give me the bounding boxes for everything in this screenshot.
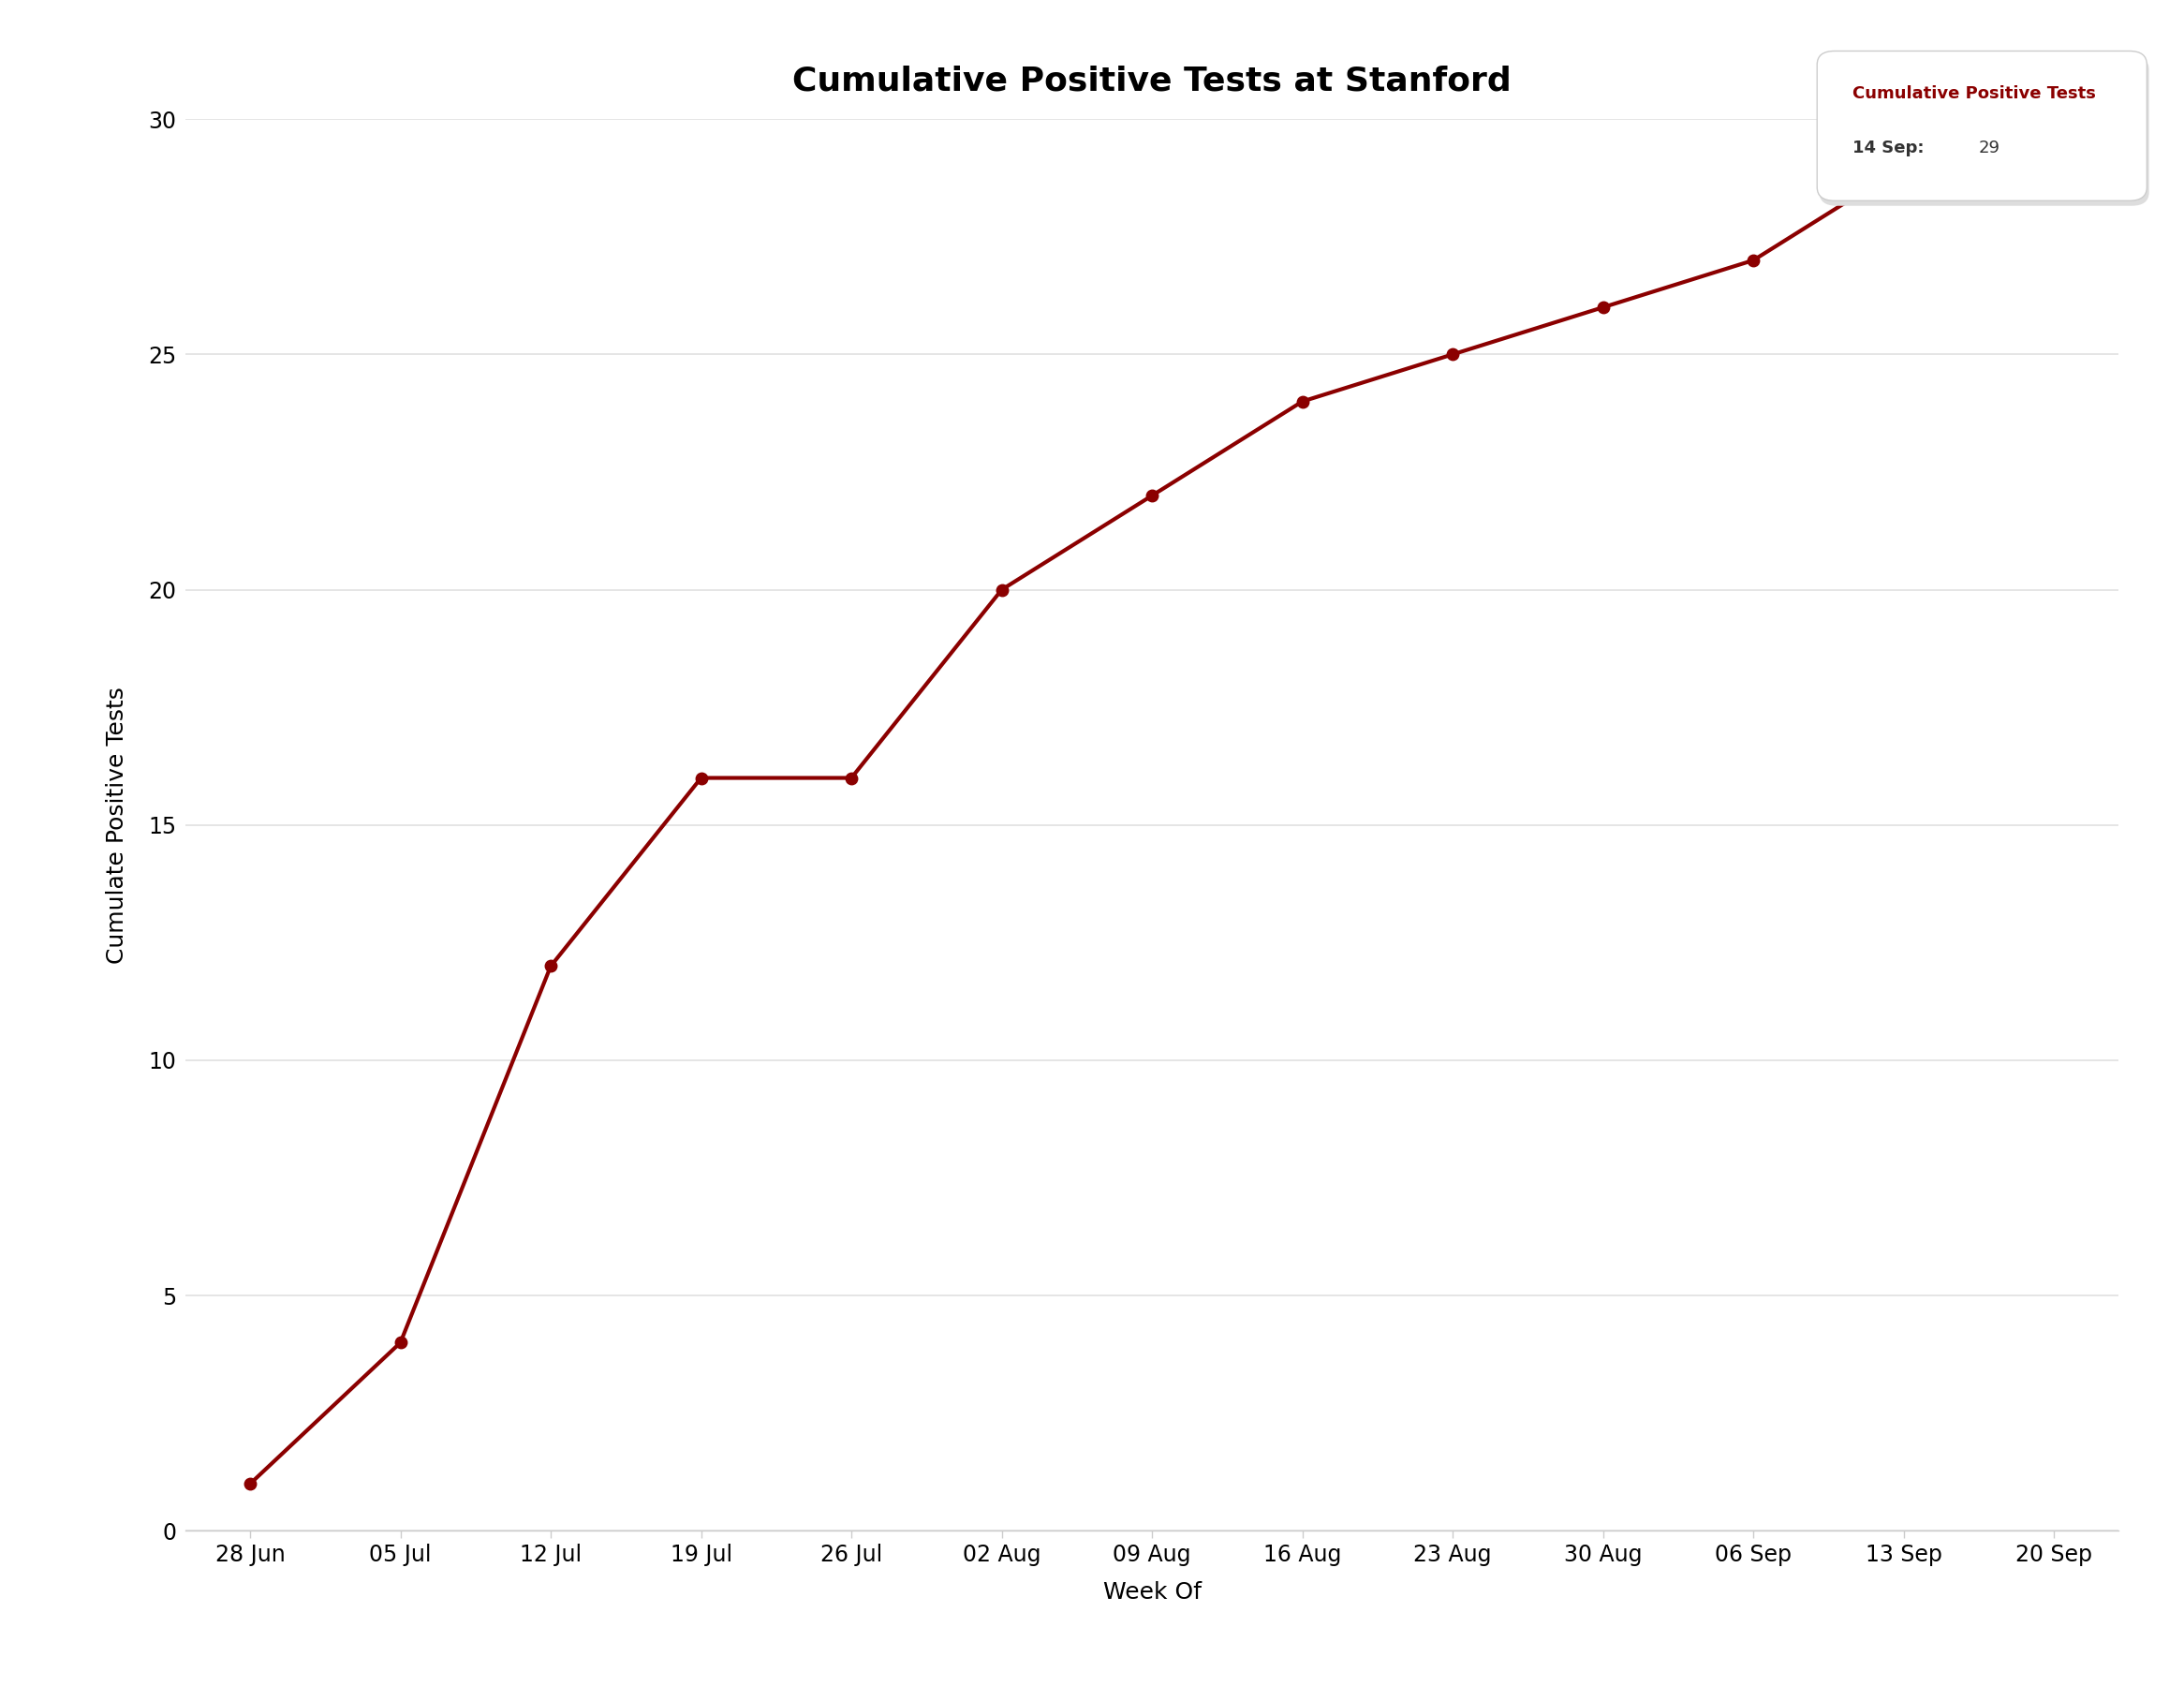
Text: 29: 29 bbox=[1979, 139, 2001, 156]
Text: Cumulative Positive Tests: Cumulative Positive Tests bbox=[1852, 85, 2094, 102]
Title: Cumulative Positive Tests at Stanford: Cumulative Positive Tests at Stanford bbox=[793, 65, 1511, 97]
X-axis label: Week Of: Week Of bbox=[1103, 1582, 1201, 1604]
Text: 14 Sep:: 14 Sep: bbox=[1852, 139, 1928, 156]
Y-axis label: Cumulate Positive Tests: Cumulate Positive Tests bbox=[107, 687, 129, 963]
